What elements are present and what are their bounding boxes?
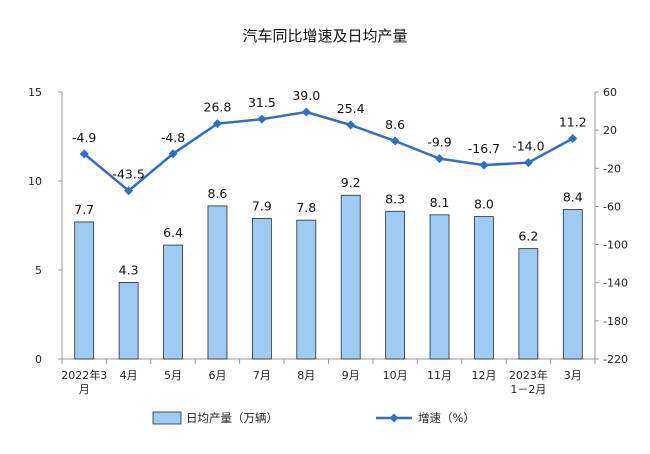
growth-point	[568, 134, 578, 144]
growth-value-label: -9.9	[427, 135, 451, 150]
bar-value-label: 8.6	[208, 186, 228, 201]
bar	[385, 210, 406, 360]
bar-series	[74, 194, 583, 360]
x-tick-label: 11月	[427, 369, 452, 382]
bar-value-label: 8.0	[474, 197, 494, 212]
right-tick-label: -220	[603, 353, 628, 366]
growth-line	[83, 110, 574, 193]
bar	[429, 214, 450, 360]
right-tick-label: -60	[603, 200, 621, 213]
growth-point	[346, 120, 356, 130]
growth-point	[124, 186, 134, 196]
x-tick-label: 3月	[564, 369, 582, 382]
bar-value-label: 7.7	[74, 202, 94, 217]
bar-value-label: 7.9	[252, 198, 272, 213]
bar	[474, 216, 494, 360]
x-tick-label: 10月	[383, 369, 408, 382]
growth-value-label: -16.7	[468, 141, 500, 156]
right-tick-label: 60	[603, 86, 617, 99]
growth-point	[301, 107, 311, 117]
data-labels: 7.7 4.3 6.4 8.6 7.9 7.8 9.2 8.3 8.1 8.0 6.2 8.4 -4.9…	[72, 88, 587, 277]
x-tick-label: 4月	[120, 369, 138, 382]
right-tick-label: -140	[603, 277, 628, 290]
x-tick-label: 2023年 1－2月	[509, 368, 548, 396]
bar-value-label: 4.3	[119, 262, 139, 277]
legend-bar-swatch	[152, 411, 182, 425]
legend: 日均产量（万辆） 增速（%）	[152, 411, 475, 425]
growth-point	[257, 114, 267, 124]
bar-value-label: 7.8	[296, 200, 316, 215]
bar-value-label: 8.4	[563, 189, 583, 204]
growth-value-label: 31.5	[248, 95, 276, 110]
x-tick-label: 8月	[297, 369, 315, 382]
x-tick-label: 7月	[253, 369, 271, 382]
growth-value-label: 39.0	[292, 88, 320, 103]
axes: 0 5 10 15 60 20 -20 -60 -100 -140 -180 -220 2022年3 月 4…	[28, 86, 628, 396]
growth-value-label: 8.6	[385, 117, 405, 132]
growth-value-label: -4.9	[72, 130, 96, 145]
bar-value-label: 6.4	[163, 225, 183, 240]
right-tick-label: -180	[603, 315, 628, 328]
growth-point	[390, 136, 400, 146]
growth-value-label: -43.5	[112, 167, 144, 182]
x-tick-label: 9月	[342, 369, 360, 382]
growth-point	[168, 149, 178, 159]
growth-point	[435, 154, 445, 164]
bar	[118, 282, 139, 360]
legend-bar-label: 日均产量（万辆）	[186, 411, 278, 425]
right-tick-label: -100	[603, 239, 628, 252]
left-tick-label: 10	[28, 175, 42, 188]
growth-value-label: 25.4	[337, 101, 365, 116]
growth-point	[523, 158, 533, 168]
x-tick-label: 6月	[208, 369, 226, 382]
line-series	[79, 107, 578, 196]
bar-value-label: 9.2	[341, 175, 361, 190]
left-tick-label: 5	[35, 264, 42, 277]
bar	[207, 205, 228, 360]
x-tick-label: 5月	[164, 369, 182, 382]
legend-line-marker	[389, 413, 399, 423]
bar	[251, 217, 272, 360]
bar	[562, 209, 583, 360]
growth-value-label: 26.8	[204, 100, 232, 115]
growth-point	[212, 119, 222, 129]
growth-value-label: 11.2	[559, 115, 587, 130]
right-tick-label: -20	[603, 162, 621, 175]
bar	[296, 219, 317, 360]
bar	[74, 221, 95, 360]
bar-value-label: 6.2	[518, 229, 538, 244]
bar-value-label: 8.3	[385, 191, 405, 206]
growth-point	[479, 160, 489, 170]
x-tick-label: 12月	[471, 369, 496, 382]
right-tick-label: 20	[603, 124, 617, 137]
x-tick-label: 2022年3 月	[61, 368, 107, 396]
chart-title: 汽车同比增速及日均产量	[242, 27, 407, 45]
bar	[518, 248, 539, 360]
legend-line-label: 增速（%）	[418, 411, 475, 425]
bar-value-label: 8.1	[430, 195, 450, 210]
left-tick-label: 15	[28, 86, 42, 99]
left-tick-label: 0	[35, 353, 42, 366]
growth-point	[79, 149, 89, 159]
growth-value-label: -4.8	[161, 130, 185, 145]
bar	[340, 194, 361, 360]
growth-value-label: -14.0	[512, 139, 544, 154]
bar	[163, 244, 183, 360]
